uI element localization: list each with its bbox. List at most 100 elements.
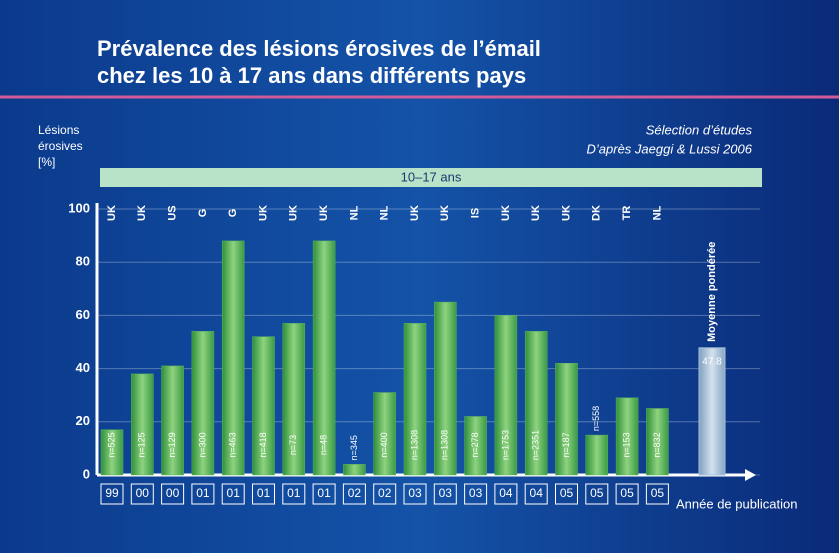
year-label: 00	[166, 486, 180, 500]
year-box	[373, 483, 397, 505]
bar	[100, 429, 124, 476]
n-label: n=1308	[440, 430, 450, 460]
year-box	[615, 483, 639, 505]
n-label: n=2351	[531, 430, 541, 460]
year-label: 03	[408, 486, 422, 500]
year-label: 01	[287, 486, 301, 500]
y-label: Lésions	[38, 123, 79, 137]
country-label: NL	[348, 205, 360, 220]
bar	[615, 397, 639, 476]
year-box	[191, 483, 215, 505]
n-label: n=832	[652, 432, 662, 457]
source: Sélection d’études	[646, 122, 753, 137]
bar	[312, 240, 336, 476]
n-label: n=129	[167, 432, 177, 457]
n-label: n=1753	[500, 430, 510, 460]
n-label: n=300	[197, 432, 207, 457]
year-label: 03	[439, 486, 453, 500]
year-box	[494, 483, 518, 505]
year-box	[524, 483, 548, 505]
year-label: 02	[378, 486, 392, 500]
country-label: UK	[409, 205, 421, 221]
bar	[434, 301, 457, 476]
year-label: 04	[499, 486, 513, 500]
x-label: Année de publication	[676, 496, 797, 511]
country-label: IS	[470, 208, 482, 218]
country-label: TR	[621, 206, 633, 221]
bar	[131, 373, 154, 476]
bar	[464, 416, 487, 476]
country-label: NL	[379, 205, 391, 220]
year-label: 01	[257, 486, 271, 500]
y-tick-label: 80	[76, 254, 90, 269]
year-box	[161, 483, 185, 505]
mean-bar	[698, 347, 726, 476]
year-label: 05	[651, 486, 665, 500]
year-box	[282, 483, 306, 505]
country-label: G	[227, 209, 239, 218]
y-tick-label: 60	[76, 307, 90, 322]
country-label: NL	[651, 205, 663, 220]
n-label: n=525	[106, 432, 116, 457]
mean-value-label: 47.8	[702, 356, 722, 367]
y-label: [%]	[38, 155, 55, 169]
country-label: US	[167, 205, 179, 220]
bar	[585, 434, 609, 476]
n-label: n=278	[470, 432, 480, 457]
bar	[646, 408, 669, 476]
country-label: UK	[560, 205, 572, 221]
bar	[191, 331, 215, 476]
year-label: 05	[560, 486, 574, 500]
n-label: n=558	[591, 406, 601, 431]
source: D’après Jaeggi & Lussi 2006	[587, 141, 753, 156]
age-band	[100, 168, 762, 187]
n-label: n=153	[621, 432, 631, 457]
country-label: UK	[530, 205, 542, 221]
year-label: 01	[196, 486, 210, 500]
year-label: 01	[227, 486, 241, 500]
y-tick-label: 40	[76, 360, 90, 375]
y-label: érosives	[38, 139, 83, 153]
year-label: 03	[469, 486, 483, 500]
year-box	[464, 483, 488, 505]
n-label: n=463	[228, 432, 238, 457]
country-label: DK	[591, 205, 603, 221]
bar	[555, 363, 578, 476]
country-label: UK	[439, 205, 451, 221]
n-label: n=48	[318, 435, 328, 455]
n-label: n=187	[561, 432, 571, 457]
n-label: n=125	[137, 432, 147, 457]
bar	[403, 323, 427, 476]
n-label: n=345	[349, 435, 359, 460]
year-box	[403, 483, 427, 505]
n-label: n=400	[379, 432, 389, 457]
bar	[524, 331, 548, 476]
year-label: 05	[620, 486, 634, 500]
year-box	[252, 483, 275, 505]
y-tick-label: 100	[68, 200, 90, 215]
country-label: UK	[106, 205, 118, 221]
mean-label: Moyenne pondérée	[706, 242, 718, 342]
country-label: UK	[500, 205, 512, 221]
y-tick-label: 0	[83, 466, 90, 481]
country-label: UK	[288, 205, 300, 221]
bar	[343, 464, 366, 476]
country-label: UK	[136, 205, 148, 221]
year-box	[342, 483, 366, 505]
year-box	[585, 483, 609, 505]
country-label: G	[197, 209, 209, 218]
year-box	[312, 483, 336, 505]
bar	[373, 392, 396, 476]
year-box	[100, 483, 124, 505]
country-label: UK	[318, 205, 330, 221]
country-label: UK	[257, 205, 269, 221]
year-label: 00	[136, 486, 150, 500]
year-label: 01	[317, 486, 331, 500]
title: Prévalence des lésions érosives de l’éma…	[97, 36, 541, 61]
bar	[494, 315, 518, 476]
bar	[252, 336, 275, 476]
n-label: n=1308	[409, 430, 419, 460]
year-label: 02	[348, 486, 362, 500]
title: chez les 10 à 17 ans dans différents pay…	[97, 63, 526, 88]
